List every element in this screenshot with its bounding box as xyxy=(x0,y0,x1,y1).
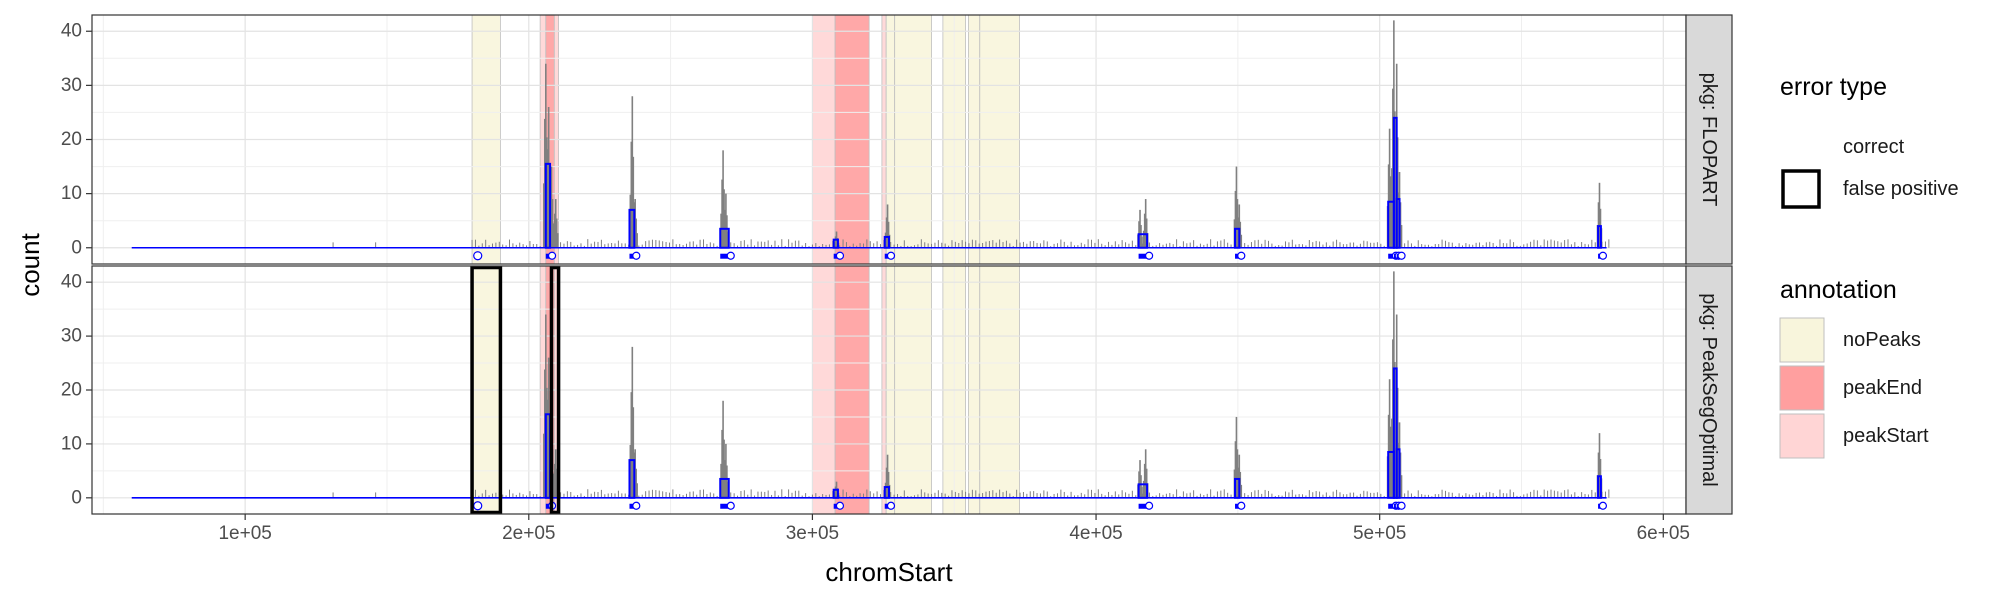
x-axis-title: chromStart xyxy=(825,557,953,587)
legend-title-annotation: annotation xyxy=(1780,276,1897,304)
legend-label-correct: correct xyxy=(1843,136,1905,158)
legend-label-false-positive: false positive xyxy=(1843,178,1959,200)
segment-peak-0-5 xyxy=(883,235,890,249)
peak-end-marker-0-4 xyxy=(835,251,845,260)
y-tick-label-1-1: 10 xyxy=(61,433,82,454)
peak-marker-0-8 xyxy=(1388,253,1394,259)
x-tick-label-4: 5e+05 xyxy=(1353,523,1406,544)
facet-strip-1 xyxy=(1685,265,1733,515)
peak-marker-0-1 xyxy=(545,253,551,259)
y-tick-label-1-4: 40 xyxy=(61,272,82,293)
peak-marker-1-4 xyxy=(833,503,838,509)
legend-label-peakend: peakEnd xyxy=(1843,377,1922,399)
segment-peak-1-11 xyxy=(1597,475,1602,499)
segment-peak-0-6 xyxy=(1137,233,1149,249)
segment-peak-0-3 xyxy=(719,227,730,249)
legend-key-correct xyxy=(1780,126,1822,168)
peak-marker-0-5 xyxy=(884,253,889,259)
y-tick-label-0-2: 20 xyxy=(61,129,82,150)
peak-end-marker-0-10 xyxy=(1397,251,1406,260)
segment-peak-0-1 xyxy=(544,162,552,249)
peak-end-marker-0-7 xyxy=(1237,251,1246,260)
peak-end-marker-1-10 xyxy=(1397,501,1406,510)
y-tick-label-0-3: 30 xyxy=(61,75,82,96)
y-tick-label-1-3: 30 xyxy=(61,326,82,347)
peak-marker-1-2 xyxy=(629,503,635,509)
y-tick-label-1-2: 20 xyxy=(61,380,82,401)
segment-peak-1-7 xyxy=(1234,477,1241,499)
segment-peak-0-2 xyxy=(628,208,636,249)
error-outline-1-1 xyxy=(549,265,561,515)
legend-label-peakstart: peakStart xyxy=(1843,425,1929,447)
segment-peak-0-10 xyxy=(1395,198,1401,249)
x-tick-label-0: 1e+05 xyxy=(218,523,271,544)
peak-end-marker-0-6 xyxy=(1145,251,1154,260)
legend-key-peakstart xyxy=(1779,413,1825,459)
peak-end-marker-1-2 xyxy=(632,501,641,510)
peak-end-marker-0-11 xyxy=(1598,251,1608,260)
peak-marker-0-7 xyxy=(1235,253,1240,259)
y-tick-label-0-4: 40 xyxy=(61,21,82,42)
peak-marker-1-6 xyxy=(1138,503,1148,509)
peak-end-marker-1-11 xyxy=(1598,501,1608,510)
y-tick-label-0-1: 10 xyxy=(61,183,82,204)
peak-end-marker-1-5 xyxy=(886,501,896,510)
segment-peak-1-4 xyxy=(832,488,839,499)
peak-marker-1-7 xyxy=(1235,503,1240,509)
facet-label-1: pkg: PeakSegOptimal xyxy=(1698,293,1720,486)
legend-title-error-type: error type xyxy=(1780,73,1887,101)
segment-peak-0-4 xyxy=(832,238,839,249)
facet-strip-0 xyxy=(1685,14,1733,265)
peak-start-marker-1 xyxy=(473,501,483,511)
error-outline-1-0 xyxy=(470,265,503,515)
legend-label-nopeaks: noPeaks xyxy=(1843,329,1921,351)
legend-key-nopeaks xyxy=(1779,317,1825,363)
x-tick-label-1: 2e+05 xyxy=(502,523,555,544)
legend-key-false-positive xyxy=(1781,169,1821,209)
x-tick-label-3: 4e+05 xyxy=(1069,523,1122,544)
peak-end-marker-1-4 xyxy=(835,501,845,510)
peak-end-marker-1-7 xyxy=(1237,501,1246,510)
peak-marker-0-2 xyxy=(629,253,635,259)
facet-label-0: pkg: FLOPART xyxy=(1698,73,1720,207)
segment-peak-1-9 xyxy=(1392,367,1398,499)
y-tick-label-0-0: 0 xyxy=(71,237,82,258)
peak-end-marker-1-3 xyxy=(726,501,735,510)
segment-peak-1-5 xyxy=(883,486,890,499)
y-axis-title: count xyxy=(15,232,45,296)
peak-marker-0-6 xyxy=(1138,253,1148,259)
peak-end-marker-1-6 xyxy=(1145,501,1154,510)
peak-start-marker-0 xyxy=(473,251,483,261)
peak-marker-0-4 xyxy=(833,253,838,259)
segment-peak-1-2 xyxy=(628,459,636,499)
peak-marker-0-3 xyxy=(720,253,729,259)
segment-peak-0-9 xyxy=(1392,116,1398,249)
segment-peak-1-10 xyxy=(1395,448,1401,499)
x-tick-label-2: 3e+05 xyxy=(786,523,839,544)
peak-marker-1-8 xyxy=(1388,503,1394,509)
y-tick-label-1-0: 0 xyxy=(71,487,82,508)
segment-peak-0-7 xyxy=(1234,227,1241,249)
peak-marker-1-3 xyxy=(720,503,729,509)
peak-end-marker-0-1 xyxy=(547,251,557,260)
peak-end-marker-0-5 xyxy=(886,251,896,260)
segment-peak-1-6 xyxy=(1137,483,1149,499)
peak-marker-1-5 xyxy=(884,503,889,509)
segment-peak-0-11 xyxy=(1597,225,1602,249)
x-tick-label-5: 6e+05 xyxy=(1637,523,1690,544)
peak-end-marker-0-3 xyxy=(726,251,735,260)
peak-marker-1-1 xyxy=(545,503,551,509)
legend-key-peakend xyxy=(1779,365,1825,411)
peak-end-marker-0-2 xyxy=(632,251,641,260)
segment-peak-1-3 xyxy=(719,477,730,499)
